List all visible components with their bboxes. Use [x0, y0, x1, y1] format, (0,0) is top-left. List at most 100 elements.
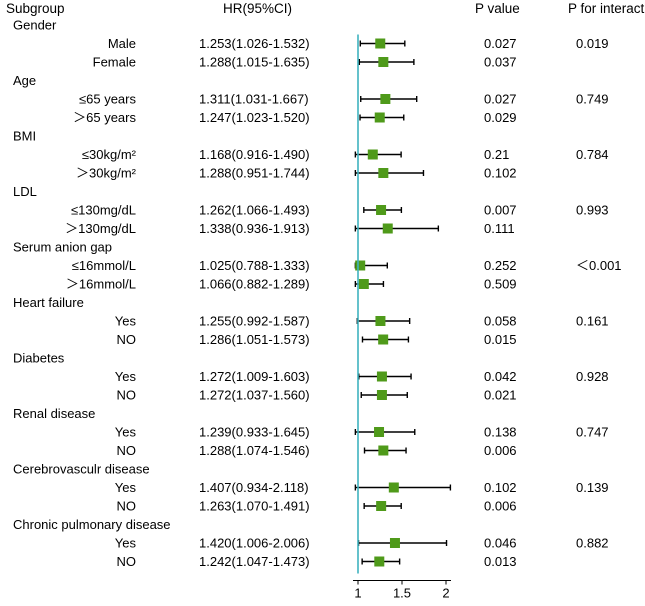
- x-tick-label: 1: [354, 586, 361, 601]
- hr-ci-text: 1.262(1.066-1.493): [199, 203, 310, 218]
- hr-ci-text: 1.420(1.006-2.006): [199, 536, 310, 551]
- x-tick-label: 2: [442, 586, 449, 601]
- x-tick-label: 1.5: [393, 586, 411, 601]
- header-hr: HR(95%CI): [223, 1, 292, 16]
- group-label: Heart failure: [13, 295, 84, 310]
- p-value-text: 0.102: [484, 166, 517, 181]
- row-label: Yes: [115, 536, 137, 551]
- row-label: ≤130mg/dL: [71, 203, 136, 218]
- hr-marker: [375, 316, 386, 326]
- hr-marker: [374, 112, 385, 123]
- hr-marker: [376, 501, 387, 511]
- hr-marker: [378, 57, 389, 67]
- row-label: Yes: [115, 369, 137, 384]
- hr-ci-text: 1.255(0.992-1.587): [199, 314, 310, 329]
- hr-ci-text: 1.242(1.047-1.473): [199, 554, 310, 569]
- header-p-interaction: P for interaction: [568, 1, 645, 16]
- row-label: ＞30kg/m²: [76, 166, 137, 181]
- hr-ci-text: 1.286(1.051-1.573): [199, 332, 310, 347]
- header-p-value: P value: [475, 1, 520, 16]
- group-label: LDL: [13, 184, 37, 199]
- p-value-text: 0.007: [484, 203, 517, 218]
- group-label: Serum anion gap: [13, 240, 112, 255]
- p-value-text: 0.111: [484, 221, 515, 236]
- row-label: Yes: [115, 314, 137, 329]
- row-label: Yes: [115, 480, 137, 495]
- hr-marker: [388, 482, 399, 493]
- group-label: Age: [13, 73, 36, 88]
- p-value-text: 0.21: [484, 147, 509, 162]
- hr-ci-text: 1.253(1.026-1.532): [199, 36, 310, 51]
- hr-ci-text: 1.407(0.934-2.118): [199, 480, 309, 495]
- p-interaction-text: 0.139: [576, 480, 609, 495]
- hr-marker: [376, 205, 387, 215]
- hr-marker: [378, 168, 389, 178]
- p-interaction-text: 0.749: [576, 92, 609, 107]
- row-label: ＞16mmol/L: [66, 277, 136, 292]
- hr-ci-text: 1.311(1.031-1.667): [199, 92, 309, 107]
- group-label: Gender: [13, 18, 57, 33]
- hr-ci-text: 1.247(1.023-1.520): [199, 110, 310, 125]
- hr-ci-text: 1.239(0.933-1.645): [199, 425, 310, 440]
- p-value-text: 0.027: [484, 36, 517, 51]
- p-value-text: 0.102: [484, 480, 517, 495]
- hr-ci-text: 1.025(0.788-1.333): [199, 258, 310, 273]
- row-label: ≤65 years: [79, 92, 136, 107]
- hr-marker: [378, 334, 389, 345]
- hr-ci-text: 1.263(1.070-1.491): [199, 499, 310, 514]
- p-value-text: 0.058: [484, 314, 517, 329]
- p-interaction-text: 0.993: [576, 203, 609, 218]
- row-label: NO: [117, 554, 137, 569]
- hr-ci-text: 1.272(1.009-1.603): [199, 369, 310, 384]
- row-label: ≤30kg/m²: [82, 147, 137, 162]
- hr-marker: [382, 223, 393, 234]
- hr-ci-text: 1.288(1.015-1.635): [199, 55, 310, 70]
- hr-marker: [355, 260, 366, 271]
- hr-marker: [374, 556, 385, 567]
- p-value-text: 0.021: [484, 388, 517, 403]
- p-value-text: 0.027: [484, 92, 517, 107]
- p-value-text: 0.046: [484, 536, 517, 551]
- p-value-text: 0.252: [484, 258, 517, 273]
- x-axis-title: Hazard Ratio: [364, 604, 440, 606]
- p-value-text: 0.509: [484, 277, 517, 292]
- p-interaction-text: 0.019: [576, 36, 609, 51]
- hr-ci-text: 1.168(0.916-1.490): [199, 147, 310, 162]
- row-label: ＞130mg/dL: [65, 221, 136, 236]
- p-interaction-text: 0.784: [576, 147, 609, 162]
- hr-marker: [367, 149, 378, 160]
- row-label: Female: [93, 55, 136, 70]
- p-value-text: 0.029: [484, 110, 517, 125]
- hr-ci-text: 1.066(0.882-1.289): [199, 277, 310, 292]
- p-value-text: 0.138: [484, 425, 517, 440]
- p-interaction-text: 0.928: [576, 369, 609, 384]
- group-label: Cerebrovasculr disease: [13, 462, 150, 477]
- row-label: Yes: [115, 425, 137, 440]
- row-label: ＞65 years: [73, 110, 136, 125]
- row-label: NO: [117, 332, 137, 347]
- header-subgroup: Subgroup: [6, 1, 65, 16]
- row-label: NO: [117, 499, 137, 514]
- p-value-text: 0.015: [484, 332, 517, 347]
- hr-marker: [380, 94, 391, 104]
- hr-ci-text: 1.272(1.037-1.560): [199, 388, 310, 403]
- hr-marker: [374, 427, 385, 437]
- hr-marker: [378, 445, 389, 456]
- row-label: Male: [108, 36, 136, 51]
- p-value-text: 0.006: [484, 499, 517, 514]
- hr-marker: [376, 390, 387, 400]
- hr-ci-text: 1.288(0.951-1.744): [199, 166, 310, 181]
- hr-ci-text: 1.338(0.936-1.913): [199, 221, 310, 236]
- row-label: NO: [117, 388, 137, 403]
- group-label: Diabetes: [13, 351, 65, 366]
- p-interaction-text: 0.882: [576, 536, 609, 551]
- x-axis: 1 1.5 2 Hazard Ratio: [353, 34, 451, 606]
- row-label: NO: [117, 443, 137, 458]
- p-interaction-text: ＜0.001: [576, 258, 622, 273]
- p-value-text: 0.013: [484, 554, 517, 569]
- p-interaction-text: 0.747: [576, 425, 609, 440]
- hr-ci-text: 1.288(1.074-1.546): [199, 443, 310, 458]
- group-label: Chronic pulmonary disease: [13, 517, 171, 532]
- forest-rows: Gender Male 1.253(1.026-1.532) 0.027 0.019 Fe…: [13, 18, 622, 570]
